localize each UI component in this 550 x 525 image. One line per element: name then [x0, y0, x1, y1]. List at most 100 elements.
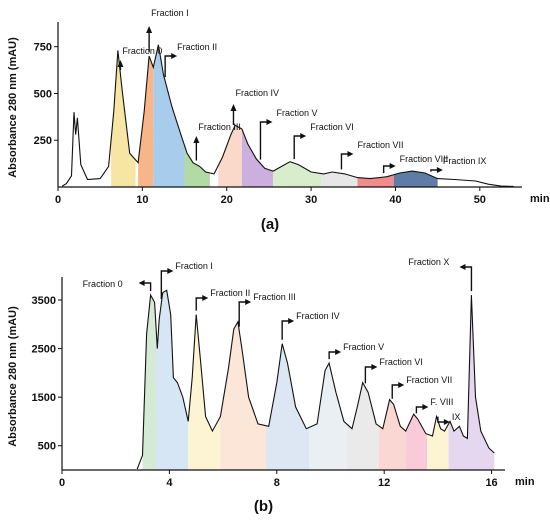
fraction-area-5 [241, 129, 274, 187]
x-tick-label: 0 [59, 477, 65, 489]
fraction-marker-line [364, 366, 373, 384]
fraction-marker-line [430, 169, 438, 172]
fraction-label: Fraction V [276, 108, 317, 118]
fraction-area-1 [155, 290, 189, 470]
fraction-arrowhead [459, 264, 466, 270]
fraction-arrowhead [193, 136, 200, 143]
fraction-area-9 [393, 171, 438, 187]
fraction-arrowhead [230, 104, 237, 111]
fraction-marker-line [382, 165, 391, 174]
x-tick-label: 50 [474, 194, 486, 206]
fraction-area-3 [184, 145, 210, 187]
fraction-marker-line [415, 406, 424, 414]
fraction-label: Fraction 0 [122, 46, 162, 56]
fraction-marker-line [259, 121, 268, 160]
fraction-label: Fraction I [151, 8, 189, 18]
fraction-area-5 [309, 363, 347, 470]
fraction-label: Fraction II [210, 288, 250, 298]
y-tick-label: 2500 [32, 344, 56, 356]
x-tick-label: 40 [389, 194, 401, 206]
y-tick-label: 750 [34, 42, 52, 54]
fraction-marker-line [281, 320, 290, 340]
y-axis-label: Absorbance 280 nm (mAU) [7, 37, 19, 178]
fraction-arrowhead [443, 419, 450, 425]
fraction-marker-line [164, 55, 173, 78]
fraction-marker-line [238, 301, 247, 327]
fraction-arrowhead [335, 349, 342, 355]
fraction-label: Fraction IV [296, 311, 340, 321]
fraction-label: Fraction II [177, 42, 217, 52]
fraction-label: F. VIII [430, 397, 453, 407]
fraction-area-9 [427, 416, 449, 470]
x-tick-label: 20 [221, 194, 233, 206]
fraction-marker-line [437, 416, 445, 423]
fraction-label: Fraction VII [406, 375, 452, 385]
fraction-area-0 [142, 295, 156, 470]
fraction-area-2 [188, 314, 221, 470]
absorbance-trace [136, 289, 495, 470]
chart-panel-0: 0 10 20 30 40 50 250 500 750 min Absorbance 280 nm… [7, 8, 550, 233]
panel-label: (a) [261, 216, 279, 233]
chart-panel-1: 0 4 8 12 16 500 1500 2500 3500 min Absorbance 280 … [7, 257, 535, 515]
y-tick-label: 3500 [32, 295, 56, 307]
x-tick-label: 0 [55, 194, 61, 206]
x-axis-unit: min [515, 476, 535, 488]
x-tick-label: 8 [274, 477, 280, 489]
fraction-marker-line [293, 135, 302, 160]
fraction-arrowhead [389, 163, 396, 169]
fraction-area-3 [220, 321, 267, 470]
fraction-arrowhead [117, 60, 124, 67]
fraction-arrowhead [138, 280, 145, 286]
x-tick-label: 4 [166, 477, 173, 489]
fraction-area-8 [405, 414, 428, 470]
fraction-area-4 [218, 125, 242, 187]
fraction-label: Fraction 0 [83, 279, 123, 289]
fraction-arrowhead [146, 26, 153, 33]
fraction-arrowhead [347, 151, 354, 157]
x-tick-label: 12 [378, 477, 390, 489]
fraction-label: Fraction VII [357, 140, 403, 150]
fraction-area-10 [448, 295, 495, 470]
fraction-arrowhead [171, 53, 178, 59]
fraction-label: Fraction IX [443, 156, 487, 166]
fraction-label: Fraction I [175, 261, 213, 271]
fraction-arrowhead [422, 404, 429, 410]
fraction-label: Fraction VIII [400, 154, 449, 164]
fraction-label: Fraction VI [379, 357, 423, 367]
fraction-arrowhead [436, 167, 443, 173]
fraction-label: Fraction III [198, 122, 241, 132]
fraction-arrowhead [245, 299, 252, 305]
fraction-arrowhead [288, 318, 295, 324]
fraction-arrowhead [202, 295, 209, 301]
fraction-label: Fraction VI [310, 122, 354, 132]
fraction-marker-line [464, 266, 473, 292]
fraction-area-2 [153, 44, 185, 187]
fraction-area-1 [138, 56, 154, 187]
fraction-marker-line [391, 384, 400, 399]
fraction-marker-line [195, 297, 204, 311]
fraction-arrowhead [266, 119, 273, 125]
fraction-area-8 [357, 174, 394, 187]
fraction-label: Fraction III [253, 292, 296, 302]
x-axis-unit: min [530, 193, 550, 205]
fraction-area-7 [378, 399, 406, 470]
fraction-marker-line [340, 153, 349, 170]
absorbance-trace [61, 44, 514, 187]
fraction-area-0 [111, 50, 136, 188]
x-tick-label: 30 [305, 194, 317, 206]
x-tick-label: 10 [136, 194, 148, 206]
fraction-arrowhead [167, 268, 174, 274]
y-tick-label: 250 [34, 135, 52, 147]
fraction-area-4 [266, 343, 310, 470]
fraction-area-6 [346, 382, 379, 470]
fraction-marker-line [143, 282, 152, 292]
fraction-label: Fraction V [343, 342, 384, 352]
y-tick-label: 500 [38, 441, 56, 453]
fraction-label: Fraction IV [235, 88, 279, 98]
panel-label: (b) [254, 498, 273, 515]
fraction-area-7 [321, 172, 358, 187]
fraction-marker-line [328, 351, 337, 360]
y-tick-label: 1500 [32, 392, 56, 404]
fraction-label: Fraction X [408, 257, 449, 267]
